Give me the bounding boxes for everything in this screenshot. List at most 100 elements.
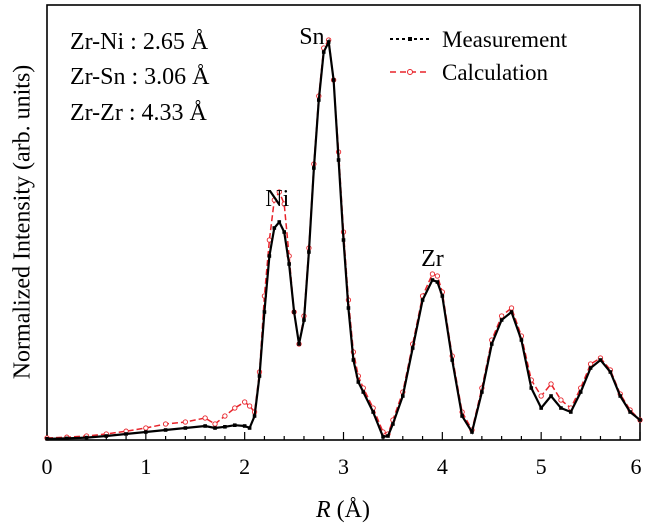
peak-label-zr: Zr: [421, 246, 444, 272]
data-point-measurement: [302, 318, 306, 322]
series-measurement: [45, 38, 642, 441]
data-point-measurement: [410, 346, 415, 350]
data-point-measurement: [213, 426, 217, 430]
bond-annotations: Zr-Ni : 2.65 Å Zr-Sn : 3.06 Å Zr-Zr : 4.…: [70, 29, 210, 126]
data-point-measurement: [247, 426, 252, 430]
data-point-measurement: [489, 342, 494, 346]
data-point-calculation: [434, 273, 441, 279]
data-point-measurement: [267, 254, 272, 258]
data-point-calculation: [143, 425, 149, 431]
data-point-calculation: [558, 397, 564, 403]
data-point-measurement: [598, 358, 603, 362]
data-point-measurement: [356, 380, 361, 384]
bond-annotation-zr-ni: Zr-Ni : 2.65 Å: [70, 29, 209, 55]
data-point-measurement: [351, 358, 356, 362]
x-axis-label: R (Å): [315, 497, 370, 523]
data-point-measurement: [371, 410, 375, 414]
data-point-measurement: [336, 158, 341, 162]
bond-annotation-zr-sn: Zr-Sn : 3.06 Å: [70, 64, 210, 90]
data-point-measurement: [401, 394, 405, 398]
data-point-calculation: [232, 405, 238, 411]
data-point-calculation: [222, 413, 228, 419]
data-point-measurement: [163, 428, 168, 432]
series-layer: [44, 37, 643, 441]
data-point-measurement: [64, 436, 69, 441]
x-tick-label: 1: [140, 454, 151, 479]
data-point-measurement: [588, 366, 593, 370]
data-point-measurement: [287, 262, 291, 266]
data-point-measurement: [321, 50, 326, 54]
data-point-measurement: [124, 432, 128, 436]
data-point-measurement: [391, 422, 395, 426]
data-point-measurement: [430, 278, 435, 282]
data-point-measurement: [326, 40, 331, 44]
legend-swatch-calculation-marker: [407, 69, 413, 75]
legend-swatch-measurement-marker: [408, 37, 412, 41]
data-point-measurement: [45, 437, 49, 441]
y-axis-label: Normalized Intensity (arb. units): [10, 65, 36, 380]
data-point-measurement: [569, 410, 573, 414]
data-point-calculation: [281, 201, 287, 207]
peak-label-ni: Ni: [265, 186, 289, 212]
data-point-calculation: [538, 393, 544, 399]
data-point-calculation: [548, 381, 554, 387]
data-point-measurement: [277, 220, 282, 224]
data-point-measurement: [435, 280, 440, 284]
peak-label-sn: Sn: [299, 24, 324, 50]
data-point-measurement: [84, 435, 89, 440]
data-point-calculation: [242, 399, 248, 405]
x-axis-ticks: 0 1 2 3 4 5 6: [42, 432, 642, 479]
data-point-measurement: [638, 418, 642, 422]
data-point-measurement: [470, 430, 474, 434]
data-point-measurement: [539, 406, 543, 410]
data-point-measurement: [381, 435, 385, 439]
data-point-calculation: [202, 415, 208, 421]
data-point-calculation: [162, 421, 169, 427]
data-point-calculation: [276, 189, 282, 195]
data-point-measurement: [312, 166, 316, 170]
data-point-calculation: [508, 305, 515, 311]
data-point-measurement: [618, 394, 623, 398]
data-point-measurement: [460, 414, 464, 418]
data-point-measurement: [346, 306, 351, 310]
data-point-measurement: [529, 386, 534, 390]
data-point-measurement: [578, 390, 583, 394]
data-point-measurement: [282, 230, 286, 234]
data-point-measurement: [509, 310, 514, 314]
data-point-measurement: [519, 338, 524, 342]
data-point-measurement: [608, 370, 613, 374]
x-axis-label-variable: R: [315, 497, 331, 523]
data-point-measurement: [297, 342, 301, 346]
data-point-measurement: [272, 226, 277, 230]
x-axis-label-unit: (Å): [331, 497, 370, 523]
data-point-measurement: [559, 406, 563, 410]
data-point-measurement: [183, 426, 188, 430]
data-point-measurement: [628, 410, 632, 414]
data-point-measurement: [104, 434, 109, 438]
data-point-measurement: [331, 78, 336, 82]
x-tick-label: 2: [239, 454, 250, 479]
data-point-measurement: [242, 424, 247, 428]
data-point-measurement: [440, 294, 445, 298]
bond-annotation-zr-zr: Zr-Zr : 4.33 Å: [70, 100, 207, 126]
data-point-measurement: [292, 310, 296, 314]
data-point-measurement: [203, 424, 207, 428]
x-tick-label: 0: [42, 454, 53, 479]
legend-item-calculation: Calculation: [390, 60, 549, 85]
data-point-measurement: [307, 250, 311, 254]
data-point-calculation: [246, 403, 253, 409]
data-point-measurement: [316, 98, 321, 102]
data-point-measurement: [450, 358, 455, 362]
data-point-calculation: [212, 421, 218, 427]
data-point-calculation: [271, 197, 277, 203]
legend-item-measurement: Measurement: [390, 27, 568, 52]
data-point-measurement: [262, 310, 267, 314]
data-point-measurement: [549, 394, 553, 398]
x-tick-label: 6: [631, 454, 642, 479]
data-point-measurement: [499, 318, 504, 322]
data-point-measurement: [223, 425, 227, 429]
data-point-measurement: [232, 423, 237, 427]
x-tick-label: 5: [536, 454, 547, 479]
data-point-measurement: [144, 430, 148, 434]
